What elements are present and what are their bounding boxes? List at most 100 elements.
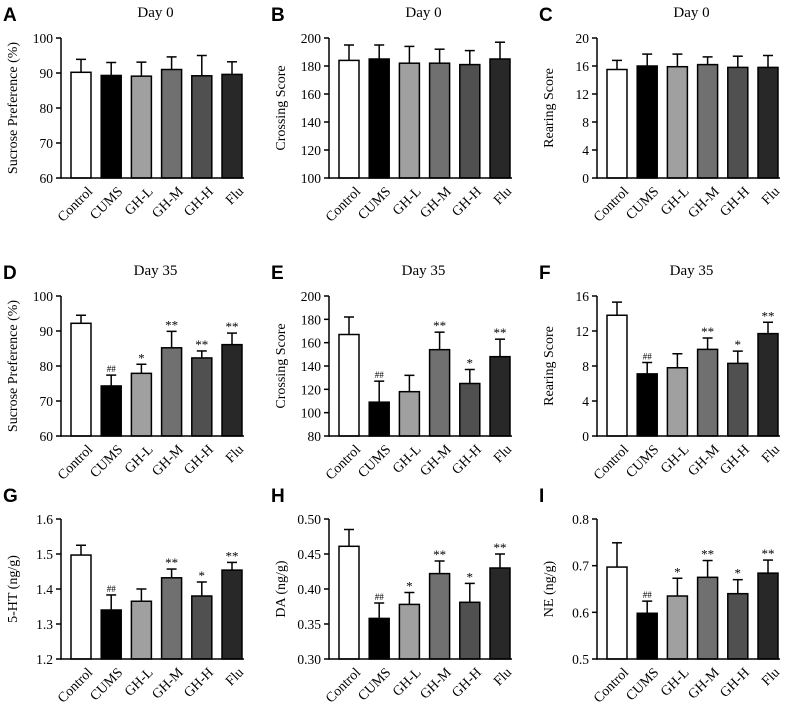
x-tick-label: GH-M: [418, 442, 455, 479]
x-tick-label: GH-H: [181, 665, 216, 700]
y-tick-label: 8: [582, 115, 589, 130]
panel-letter: H: [271, 486, 285, 507]
significance-label: **: [494, 325, 507, 340]
y-tick-label: 60: [40, 171, 54, 186]
bar-gh-m: [160, 577, 183, 660]
bar-cums: [636, 65, 658, 179]
x-tick-label: CUMS: [624, 184, 663, 223]
significance-label: *: [674, 564, 681, 579]
bar-gh-l: [666, 595, 689, 660]
bar-gh-h: [727, 592, 749, 660]
panel-d: D Day 35 Sucrose Preference (%) 60 70 80 90 100…: [3, 263, 247, 483]
significance-label: ##: [107, 584, 117, 594]
significance-label: **: [494, 540, 507, 555]
y-tick-label: 90: [40, 66, 54, 81]
panel-g: G 5-HT (ng/g) 1.2 1.3 1.4 1.5 1.6 Control ## CUMS…: [3, 486, 247, 706]
significance-label: *: [138, 350, 145, 365]
significance-label: **: [701, 547, 714, 562]
significance-label: *: [406, 579, 413, 594]
bar-gh-m: [160, 68, 183, 179]
bar-control: [70, 71, 92, 179]
significance-label: ##: [643, 590, 653, 600]
significance-label: ##: [107, 364, 117, 374]
significance-label: ##: [643, 352, 653, 362]
y-tick-label: 100: [33, 289, 54, 304]
panel-letter: B: [271, 5, 285, 26]
x-tick-label: GH-H: [449, 665, 484, 700]
x-tick-label: CUMS: [88, 184, 127, 223]
panel-f: F Day 35 Rearing Score 0 4 8 12 16 Control ## CUMS…: [539, 263, 783, 483]
panel-letter: A: [3, 5, 17, 26]
bar-gh-h: [727, 362, 749, 437]
significance-label: ##: [375, 370, 385, 380]
x-tick-label: Control: [323, 665, 364, 706]
bar-gh-m: [160, 347, 183, 437]
chart-title: Day 0: [673, 5, 709, 21]
y-axis-label: 5-HT (ng/g): [6, 555, 21, 623]
x-tick-label: CUMS: [88, 665, 127, 704]
significance-label: **: [762, 546, 775, 561]
significance-label: **: [433, 547, 446, 562]
panel-h: H DA (ng/g) 0.30 0.35 0.40 0.45 0.50 Control ## C…: [271, 486, 515, 706]
chart-title: Day 0: [405, 5, 441, 21]
bar-flu: [757, 332, 779, 437]
x-tick-label: CUMS: [356, 184, 395, 223]
x-tick-label: GH-H: [181, 184, 216, 219]
significance-label: *: [199, 568, 206, 583]
x-tick-label: GH-M: [418, 184, 455, 221]
bar-flu: [221, 569, 243, 660]
x-tick-label: GH-M: [686, 665, 723, 702]
bar-cums: [368, 617, 390, 660]
chart-title: Day 35: [134, 263, 178, 279]
significance-label: *: [467, 569, 474, 584]
significance-label: **: [433, 318, 446, 333]
chart-title: Day 35: [402, 263, 446, 279]
y-tick-label: 80: [308, 429, 322, 444]
bar-gh-m: [696, 348, 719, 437]
y-tick-label: 1.2: [36, 652, 53, 667]
y-tick-label: 200: [301, 31, 322, 46]
bar-gh-l: [398, 603, 421, 660]
y-tick-label: 0.7: [572, 559, 589, 574]
x-tick-label: GH-H: [717, 665, 752, 700]
x-tick-label: GH-M: [150, 184, 187, 221]
bar-cums: [636, 612, 658, 660]
significance-label: ##: [375, 592, 385, 602]
significance-label: **: [195, 337, 208, 352]
y-tick-label: 180: [301, 59, 322, 74]
bar-gh-m: [428, 572, 451, 660]
y-tick-label: 1.3: [36, 617, 53, 632]
y-axis-label: Crossing Score: [274, 65, 289, 150]
bar-flu: [489, 58, 511, 179]
y-tick-label: 0.30: [297, 652, 321, 667]
panel-a: A Day 0 Sucrose Preference (%) 60 70 80 90 100 C…: [3, 5, 247, 225]
x-tick-label: Control: [323, 184, 364, 225]
bar-gh-l: [130, 372, 153, 437]
y-tick-label: 20: [576, 31, 590, 46]
y-tick-label: 4: [582, 143, 589, 158]
y-tick-label: 60: [40, 429, 54, 444]
significance-label: **: [226, 548, 239, 563]
bar-gh-l: [666, 65, 689, 179]
bar-gh-h: [459, 63, 481, 179]
y-axis-label: Sucrose Preference (%): [6, 300, 21, 432]
significance-label: *: [735, 337, 742, 352]
y-tick-label: 0: [582, 429, 589, 444]
panel-letter: E: [271, 263, 284, 284]
y-tick-label: 0.5: [572, 652, 589, 667]
x-tick-label: GH-H: [181, 442, 216, 477]
bar-gh-m: [696, 576, 719, 660]
bar-gh-h: [459, 382, 481, 437]
x-tick-label: Control: [323, 442, 364, 483]
bar-gh-m: [428, 348, 451, 437]
x-tick-label: Control: [591, 184, 632, 225]
bar-cums: [100, 609, 122, 660]
y-tick-label: 0.50: [297, 512, 321, 527]
bar-control: [338, 59, 360, 179]
significance-label: *: [467, 356, 474, 371]
bar-flu: [757, 572, 779, 660]
x-tick-label: GH-H: [449, 442, 484, 477]
bar-gh-m: [696, 63, 719, 179]
bar-cums: [368, 401, 390, 437]
